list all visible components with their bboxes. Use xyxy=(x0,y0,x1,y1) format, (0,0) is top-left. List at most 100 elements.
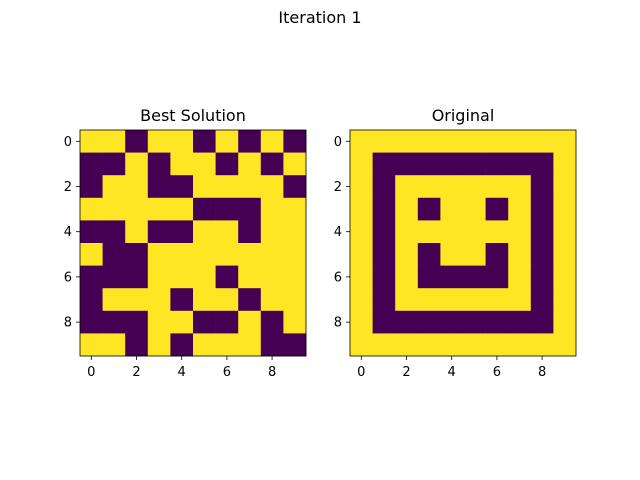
y-tick-label: 2 xyxy=(64,180,72,195)
heatmap-cell xyxy=(283,333,307,357)
heatmap-cell xyxy=(170,130,194,153)
heatmap-cell xyxy=(553,197,577,221)
heatmap-cell xyxy=(125,288,149,312)
heatmap-cell xyxy=(147,197,171,221)
x-tick-label: 0 xyxy=(87,365,95,380)
heatmap-cell xyxy=(283,243,307,266)
heatmap-cell xyxy=(193,130,216,153)
heatmap-cells xyxy=(350,130,577,357)
heatmap-cell xyxy=(193,197,216,221)
heatmap-cell xyxy=(553,265,577,289)
heatmap-cell xyxy=(147,152,171,176)
heatmap-cell xyxy=(508,197,532,221)
heatmap-cell xyxy=(350,310,373,334)
heatmap-cell xyxy=(530,265,554,289)
x-tick-label: 6 xyxy=(493,365,501,380)
heatmap-cell xyxy=(215,243,239,266)
heatmap-cell xyxy=(102,265,126,289)
x-tick-label: 4 xyxy=(448,365,456,380)
heatmap-cell xyxy=(508,130,532,153)
heatmap-cell xyxy=(395,130,419,153)
heatmap-cell xyxy=(80,130,103,153)
heatmap-cell xyxy=(553,175,577,199)
heatmap-cell xyxy=(372,130,396,153)
heatmap-cell xyxy=(417,265,441,289)
heatmap-cell xyxy=(395,175,419,199)
heatmap-cell xyxy=(350,333,373,357)
heatmap-cell xyxy=(553,288,577,312)
heatmap-cell xyxy=(553,310,577,334)
heatmap-cell xyxy=(80,220,103,244)
heatmap-cell xyxy=(215,197,239,221)
heatmap-cell xyxy=(147,265,171,289)
heatmap-cell xyxy=(463,265,486,289)
heatmap-cell xyxy=(215,220,239,244)
heatmap-cell xyxy=(238,288,262,312)
heatmap-cell xyxy=(147,220,171,244)
heatmap-cell xyxy=(553,130,577,153)
heatmap-cell xyxy=(508,243,532,266)
heatmap-cell xyxy=(485,197,509,221)
heatmap-cell xyxy=(485,130,509,153)
heatmap-cell xyxy=(417,197,441,221)
heatmap-cell xyxy=(238,152,262,176)
heatmap-cell xyxy=(372,288,396,312)
heatmap-cell xyxy=(170,152,194,176)
heatmap-cell xyxy=(215,288,239,312)
heatmap-cell xyxy=(238,265,262,289)
heatmap-cell xyxy=(125,130,149,153)
heatmap-cell xyxy=(440,333,464,357)
heatmap-cell xyxy=(147,175,171,199)
heatmap-cell xyxy=(350,175,373,199)
heatmap-cell xyxy=(283,197,307,221)
y-tick-label: 4 xyxy=(334,225,342,240)
heatmap-cell xyxy=(283,130,307,153)
heatmap-cell xyxy=(283,288,307,312)
heatmap-cell xyxy=(463,333,486,357)
heatmap-cell xyxy=(463,152,486,176)
heatmap-cell xyxy=(260,310,284,334)
heatmap-cell xyxy=(372,265,396,289)
heatmap-cell xyxy=(485,175,509,199)
heatmap-cell xyxy=(80,310,103,334)
heatmap-cell xyxy=(395,288,419,312)
heatmap-cell xyxy=(260,130,284,153)
heatmap-cell xyxy=(283,310,307,334)
heatmap-cell xyxy=(260,288,284,312)
heatmap-cell xyxy=(170,265,194,289)
heatmap-cell xyxy=(508,175,532,199)
heatmap-cell xyxy=(193,175,216,199)
heatmap-cell xyxy=(215,310,239,334)
heatmap-cell xyxy=(147,310,171,334)
heatmap-cell xyxy=(147,243,171,266)
heatmap-cell xyxy=(350,243,373,266)
heatmap-cell xyxy=(417,152,441,176)
heatmap-cell xyxy=(440,310,464,334)
x-tick-label: 8 xyxy=(268,365,276,380)
heatmap-cell xyxy=(553,220,577,244)
heatmap-cell xyxy=(440,288,464,312)
heatmap-cell xyxy=(485,243,509,266)
heatmap-cell xyxy=(147,130,171,153)
figure-title: Iteration 1 xyxy=(278,8,362,27)
axes-frame xyxy=(349,129,577,357)
heatmap-cell xyxy=(193,243,216,266)
heatmap-cell xyxy=(372,243,396,266)
heatmap-cell xyxy=(238,175,262,199)
heatmap-cell xyxy=(417,175,441,199)
heatmap-cell xyxy=(553,333,577,357)
heatmap-cell xyxy=(80,197,103,221)
heatmap-cell xyxy=(125,333,149,357)
heatmap-cell xyxy=(238,243,262,266)
heatmap-cell xyxy=(238,220,262,244)
heatmap-cell xyxy=(147,288,171,312)
heatmap-cell xyxy=(553,152,577,176)
heatmap-cell xyxy=(372,220,396,244)
heatmap-cell xyxy=(485,333,509,357)
y-tick-label: 8 xyxy=(334,316,342,331)
heatmap-cell xyxy=(215,130,239,153)
axes-frame xyxy=(79,129,307,357)
y-tick-label: 2 xyxy=(334,180,342,195)
subplot-title: Best Solution xyxy=(140,106,246,125)
